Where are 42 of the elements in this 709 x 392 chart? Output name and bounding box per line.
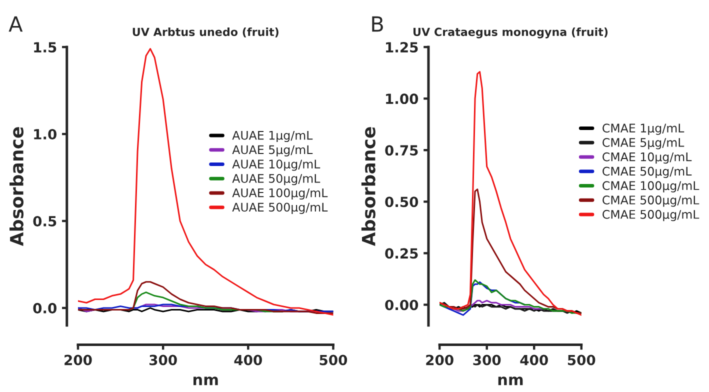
line-series — [78, 281, 334, 314]
y-axis-title: Absorbance — [361, 127, 376, 246]
y-tick-label: 1.0 — [34, 128, 56, 140]
line-series — [78, 48, 334, 316]
legend-label: CMAE 500µg/mL — [602, 210, 700, 222]
y-tick-label: 0.25 — [385, 248, 418, 259]
y-tick-label: 1.25 — [386, 42, 418, 53]
line-series — [440, 71, 582, 316]
x-tick-label: 500 — [320, 354, 348, 366]
y-tick-label: 0.5 — [33, 216, 56, 226]
y-tick-label: 1.00 — [386, 94, 418, 104]
legend-label: AUAE 5µg/mL — [232, 145, 313, 156]
x-tick-label: 400 — [520, 354, 548, 366]
legend-label: CMAE 1µg/mL — [602, 124, 684, 135]
legend-label: AUAE 10µg/mL — [232, 160, 320, 171]
legend-label: CMAE 5µg/mL — [602, 138, 684, 150]
chart-title: UV Arbtus unedo (fruit) — [132, 27, 278, 38]
legend-label: AUAE 100µg/mL — [232, 188, 328, 200]
x-tick-label: 200 — [426, 354, 454, 366]
text: B — [372, 16, 383, 32]
y-axis-title: Absorbance — [10, 127, 24, 246]
legend-label: CMAE 100µg/mL — [602, 181, 700, 192]
y-tick-label: 0.75 — [385, 145, 418, 156]
chart-title: UV Crataegus monogyna (fruit) — [413, 27, 608, 38]
legend-label: CMAE 500µg/mL — [602, 196, 700, 207]
x-axis-title: nm — [193, 376, 218, 386]
x-tick-label: 200 — [64, 354, 92, 366]
x-axis-title: nm — [498, 376, 523, 386]
x-tick-label: 400 — [234, 354, 262, 366]
legend-label: CMAE 10µg/mL — [602, 152, 692, 164]
y-tick-label: 0.0 — [33, 302, 56, 314]
legend-label: AUAE 1µg/mL — [232, 130, 313, 142]
y-tick-label: 0.50 — [385, 196, 418, 208]
y-tick-label: 0.00 — [385, 300, 418, 310]
text: A — [8, 16, 23, 32]
legend-label: AUAE 500µg/mL — [232, 202, 328, 214]
legend-label: CMAE 50µg/mL — [602, 166, 692, 178]
legend-label: AUAE 50µg/mL — [232, 174, 320, 186]
y-tick-label: 1.5 — [34, 42, 56, 53]
x-tick-label: 300 — [473, 354, 501, 366]
x-tick-label: 500 — [568, 354, 596, 366]
x-tick-label: 300 — [150, 354, 177, 366]
